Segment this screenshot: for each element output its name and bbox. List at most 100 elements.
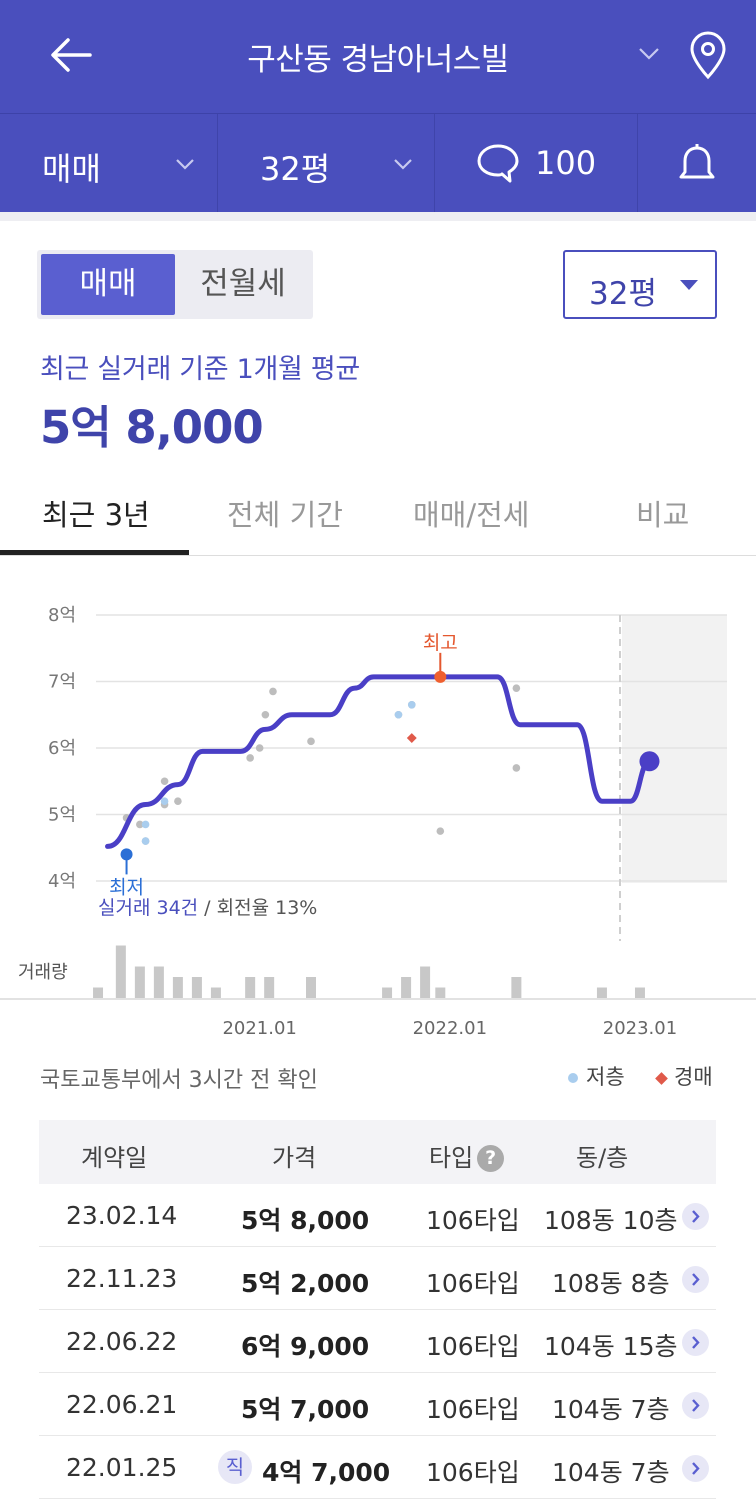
trade-point <box>512 684 521 692</box>
legend-low-floor-label: 저층 <box>586 1065 625 1089</box>
table-row[interactable]: 22.06.21 5억 7,000 106타입 104동 7층 <box>39 1373 716 1436</box>
chevron-right-icon[interactable] <box>682 1455 709 1482</box>
header-unit: 동/층 <box>576 1144 629 1172</box>
comment-count: 100 <box>535 144 597 182</box>
caret-down-icon <box>680 280 698 290</box>
trade-stats: 실거래 34건 / 회전율 13% <box>98 897 317 919</box>
price-line <box>105 674 652 849</box>
row-date: 23.02.14 <box>66 1201 178 1230</box>
segment-sale[interactable]: 매매 <box>41 254 175 315</box>
direct-trade-badge: 직 <box>218 1450 252 1484</box>
volume-bar <box>245 977 256 998</box>
chevron-down-icon <box>394 159 412 170</box>
table-row[interactable]: 23.02.14 5억 8,000 106타입 108동 10층 <box>39 1184 716 1247</box>
divider <box>217 114 218 213</box>
chart-baseline <box>0 998 756 1000</box>
current-point <box>639 751 660 772</box>
volume-label: 거래량 <box>18 962 68 983</box>
volume-bar <box>134 966 145 998</box>
volume-bar <box>153 966 164 998</box>
turnover-rate: / 회전율 13% <box>198 897 317 919</box>
segment-rent[interactable]: 전월세 <box>200 266 286 302</box>
tab-sale-jeonse[interactable]: 매매/전세 <box>413 498 530 532</box>
row-type: 106타입 <box>426 1206 520 1235</box>
volume-bar <box>382 987 393 998</box>
row-date: 22.06.22 <box>66 1327 178 1356</box>
table-row[interactable]: 22.01.25 직 4억 7,000 106타입 104동 7층 <box>39 1436 716 1499</box>
y-tick-label: 7억 <box>48 672 76 693</box>
chevron-right-icon[interactable] <box>682 1329 709 1356</box>
volume-bar <box>93 987 104 998</box>
row-unit: 104동 15층 <box>544 1332 678 1361</box>
comments-button[interactable]: 100 <box>435 114 637 213</box>
trade-point <box>512 764 521 772</box>
volume-bar <box>191 977 202 998</box>
table-body: 23.02.14 5억 8,000 106타입 108동 10층 22.11.2… <box>39 1184 716 1499</box>
tab-recent-3y[interactable]: 최근 3년 <box>42 498 150 532</box>
low-point <box>120 848 133 861</box>
area-dropdown-value: 32평 <box>589 276 657 312</box>
header-date: 계약일 <box>81 1144 148 1172</box>
volume-bar <box>306 977 317 998</box>
volume-bar <box>172 977 183 998</box>
legend-auction-label: 경매 <box>674 1065 713 1089</box>
chevron-right-icon[interactable] <box>682 1203 709 1230</box>
volume-bar <box>264 977 275 998</box>
row-price: 4억 7,000 <box>262 1458 391 1487</box>
area-label: 32평 <box>260 150 331 188</box>
low-floor-point <box>394 710 403 719</box>
filter-bar: 매매 32평 100 <box>0 113 756 213</box>
row-price: 6억 9,000 <box>241 1332 370 1361</box>
low-floor-point <box>141 820 150 829</box>
trade-point <box>174 797 182 805</box>
row-type: 106타입 <box>426 1332 520 1361</box>
area-select[interactable]: 32평 <box>218 114 434 213</box>
trade-point <box>436 827 445 835</box>
transaction-table: 계약일 가격 타입? 동/층 23.02.14 5억 8,000 106타입 1… <box>39 1120 716 1499</box>
active-tab-indicator <box>0 550 189 555</box>
row-date: 22.11.23 <box>66 1264 178 1293</box>
deal-type-select[interactable]: 매매 <box>0 114 217 213</box>
bell-icon[interactable] <box>676 142 718 186</box>
table-row[interactable]: 22.06.22 6억 9,000 106타입 104동 15층 <box>39 1310 716 1373</box>
header-price: 가격 <box>272 1144 317 1172</box>
deal-segment-control: 매매 전월세 <box>37 250 313 319</box>
trade-point <box>307 737 315 746</box>
y-tick-label: 6억 <box>48 738 76 759</box>
volume-bar <box>401 977 412 998</box>
volume-bar <box>420 966 431 998</box>
x-tick-label: 2022.01 <box>413 1018 487 1039</box>
help-icon[interactable]: ? <box>477 1145 505 1172</box>
deal-type-label: 매매 <box>42 150 101 188</box>
page-title[interactable]: 구산동 경남아너스빌 <box>247 42 509 78</box>
row-type: 106타입 <box>426 1395 520 1424</box>
auction-diamond-icon <box>655 1071 668 1085</box>
legend-low-floor: 저층 <box>568 1061 625 1091</box>
trade-point <box>261 710 270 719</box>
area-dropdown[interactable]: 32평 <box>563 250 717 319</box>
location-pin-icon[interactable] <box>685 30 731 80</box>
speech-bubble-icon <box>477 144 519 183</box>
tab-all-period[interactable]: 전체 기간 <box>227 498 343 532</box>
row-unit: 104동 7층 <box>552 1458 670 1487</box>
row-price: 5억 8,000 <box>241 1206 370 1235</box>
trade-point <box>246 754 254 762</box>
chevron-down-icon <box>176 159 194 170</box>
average-label: 최근 실거래 기준 1개월 평균 <box>40 354 360 385</box>
tab-compare[interactable]: 비교 <box>636 498 690 532</box>
period-tabs: 최근 3년 전체 기간 매매/전세 비교 <box>0 470 756 556</box>
chevron-right-icon[interactable] <box>682 1392 709 1419</box>
row-date: 22.01.25 <box>66 1453 178 1482</box>
row-unit: 108동 10층 <box>544 1206 678 1235</box>
back-arrow-icon[interactable] <box>46 30 96 80</box>
table-row[interactable]: 22.11.23 5억 2,000 106타입 108동 8층 <box>39 1247 716 1310</box>
row-unit: 108동 8층 <box>552 1269 670 1298</box>
volume-bar <box>210 987 221 998</box>
volume-bar <box>634 987 645 998</box>
chevron-right-icon[interactable] <box>682 1266 709 1293</box>
row-date: 22.06.21 <box>66 1390 178 1419</box>
auction-point <box>406 733 417 743</box>
chevron-down-icon[interactable] <box>636 40 662 66</box>
y-tick-label: 5억 <box>48 805 76 826</box>
